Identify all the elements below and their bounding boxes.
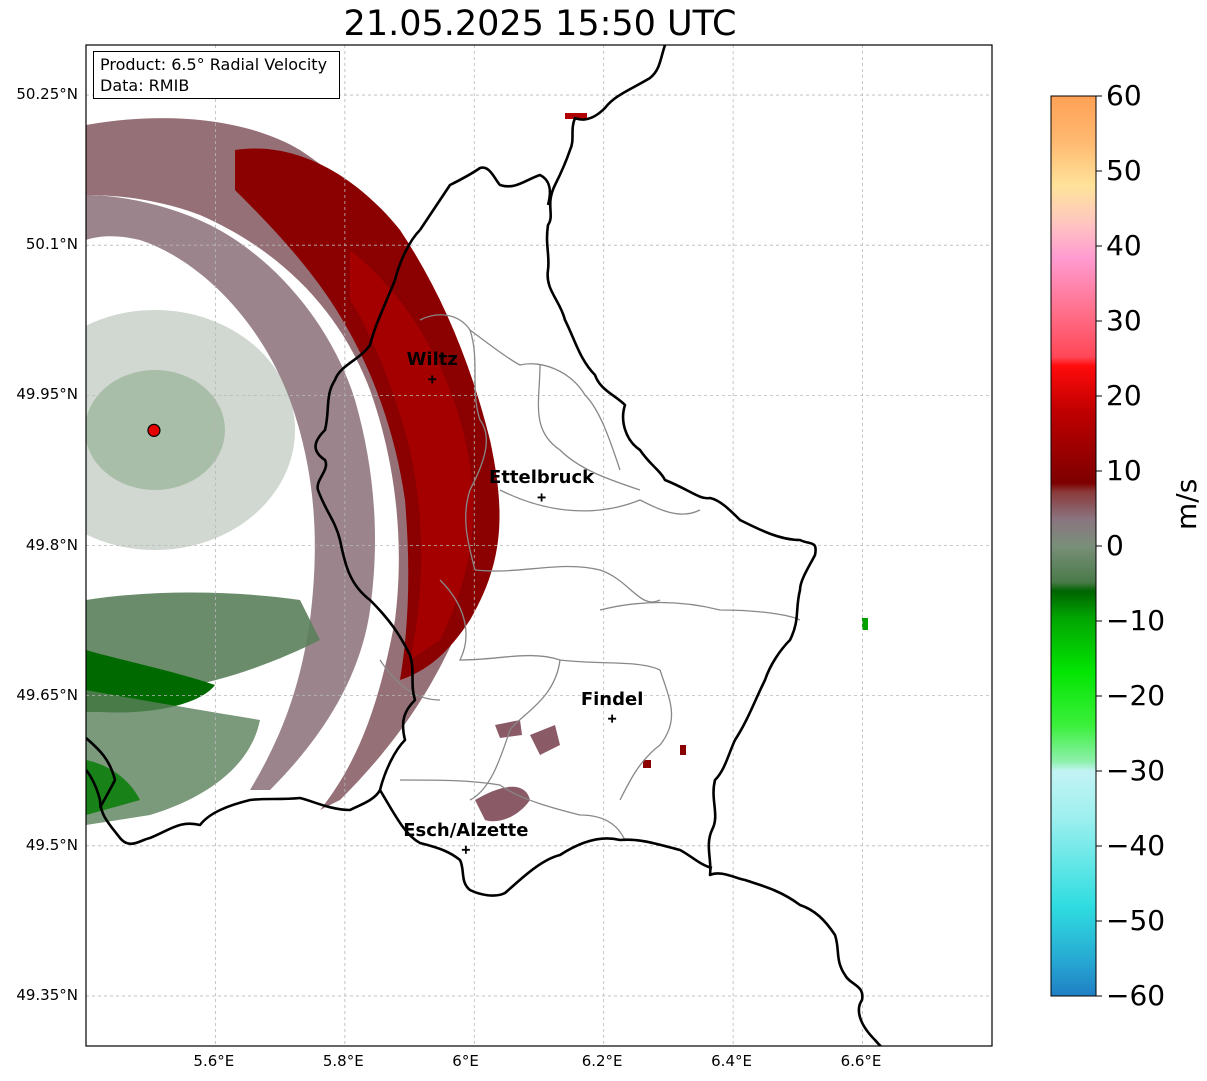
city-label: Ettelbruck xyxy=(489,467,595,489)
lon-tick-label: 6.2°E xyxy=(581,1052,623,1070)
lat-tick-label: 50.25°N xyxy=(16,85,78,104)
colorbar-tick-label: 50 xyxy=(1106,154,1142,187)
lon-tick-label: 5.8°E xyxy=(322,1052,364,1070)
colorbar-tick-label: 30 xyxy=(1106,304,1142,337)
colorbar-tick-label: −20 xyxy=(1106,679,1166,712)
lat-tick-label: 49.65°N xyxy=(16,685,78,704)
data-source-label: Data: RMIB xyxy=(100,76,190,95)
colorbar-tick-label: −60 xyxy=(1106,979,1166,1012)
colorbar-tick-label: −30 xyxy=(1106,754,1166,787)
city-label: Findel xyxy=(580,688,644,710)
map-title: 21.05.2025 15:50 UTC xyxy=(343,4,737,44)
lon-tick-label: 6.6°E xyxy=(840,1052,882,1070)
lat-tick-label: 49.5°N xyxy=(25,835,78,854)
colorbar-tick-label: 40 xyxy=(1106,229,1142,262)
lon-tick-label: 5.6°E xyxy=(193,1052,235,1070)
map-frame xyxy=(85,44,993,1047)
colorbar-tick-label: 0 xyxy=(1106,529,1124,562)
city-label: Wiltz xyxy=(406,349,458,371)
lat-tick-label: 50.1°N xyxy=(25,235,78,254)
colorbar-unit-label: m/s xyxy=(1170,478,1203,530)
colorbar-tick-label: 10 xyxy=(1106,454,1142,487)
city-markers xyxy=(428,375,617,854)
colorbar-tick-label: −50 xyxy=(1106,904,1166,937)
colorbar-tick-label: 20 xyxy=(1106,379,1142,412)
lon-tick-label: 6°E xyxy=(452,1052,479,1070)
city-label: Esch/Alzette xyxy=(403,819,529,841)
colorbar-ticks xyxy=(1096,95,1102,997)
lon-tick-label: 6.4°E xyxy=(711,1052,752,1070)
national-borders xyxy=(86,45,883,1046)
radar-site-marker xyxy=(147,423,161,437)
city-marker xyxy=(608,714,617,723)
product-label: Product: 6.5° Radial Velocity xyxy=(100,55,328,74)
colorbar-tick-label: −40 xyxy=(1106,829,1166,862)
colorbar-tick-label: 60 xyxy=(1106,79,1142,112)
lat-tick-label: 49.95°N xyxy=(16,385,78,404)
city-marker xyxy=(461,845,470,854)
district-borders xyxy=(379,314,801,841)
lat-tick-label: 49.8°N xyxy=(25,535,78,554)
colorbar-tick-label: −10 xyxy=(1106,604,1166,637)
radar-echo-layer xyxy=(86,113,868,825)
product-info-box: Product: 6.5° Radial Velocity Data: RMIB xyxy=(93,51,340,99)
colorbar xyxy=(1050,95,1097,997)
city-marker xyxy=(537,493,546,502)
lat-tick-label: 49.35°N xyxy=(16,985,78,1004)
city-marker xyxy=(428,375,437,384)
